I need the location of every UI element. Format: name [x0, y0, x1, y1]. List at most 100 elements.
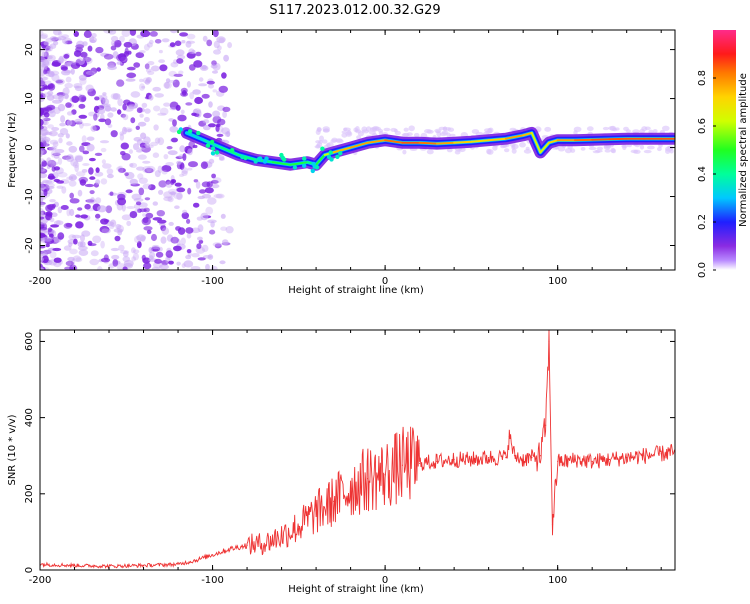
spectrogram-noise-blob: [122, 126, 127, 135]
spectrogram-noise-blob: [72, 255, 82, 262]
spectrogram-noise-blob: [68, 242, 73, 248]
spectrogram-ridge-segment: [453, 140, 473, 144]
spectrogram-noise-blob: [182, 209, 188, 214]
spectrogram-noise-blob: [73, 50, 82, 57]
spectrogram-noise-blob: [131, 256, 137, 262]
spectrogram-noise-blob: [71, 234, 81, 239]
spectrogram-noise-blob: [139, 113, 144, 118]
spectrogram-noise-blob: [70, 175, 78, 180]
spectrogram-noise-blob: [202, 35, 208, 42]
spectrogram-haze-blob: [341, 132, 348, 138]
spectrogram-noise-blob: [135, 52, 145, 59]
spectrogram-noise-blob: [126, 220, 132, 227]
spectrogram-noise-blob: [40, 267, 45, 270]
spectrogram-noise-blob: [161, 260, 169, 266]
spectrogram-noise-blob: [66, 111, 73, 116]
spectrogram-noise-blob: [75, 171, 86, 177]
spectrogram-haze-blob: [365, 126, 372, 132]
spectrogram-noise-blob: [221, 72, 227, 79]
spectrogram-noise-blob: [152, 86, 161, 92]
spectrogram-ridge-dot: [205, 143, 211, 148]
spectrogram-noise-blob: [103, 254, 109, 261]
spectrogram-haze-blob: [485, 130, 491, 134]
spectrogram-ridge-dot: [329, 157, 334, 162]
spectrogram-noise-blob: [219, 260, 226, 265]
spectrogram-noise-blob: [97, 205, 107, 213]
spectrogram-haze-blob: [604, 149, 611, 153]
spectrogram-noise-blob: [152, 152, 160, 158]
spectrogram-noise-blob: [116, 79, 125, 87]
spectrogram-noise-blob: [112, 93, 121, 100]
spectrogram-haze-blob: [402, 149, 407, 155]
spectrogram-noise-blob: [179, 32, 189, 37]
spectrogram-ridge-dot: [176, 129, 182, 135]
spectrogram-noise-blob: [163, 154, 169, 160]
spectrogram-noise-blob: [208, 83, 214, 89]
spectrogram-noise-blob: [157, 112, 167, 116]
spectrogram-noise-blob: [45, 243, 50, 248]
spectrogram-noise-blob: [40, 202, 45, 208]
spectrogram-noise-blob: [40, 94, 44, 98]
spectrogram-noise-blob: [81, 123, 92, 127]
spectrogram-noise-blob: [46, 94, 55, 101]
spectrogram-noise-blob: [173, 73, 184, 77]
spectrogram-noise-blob: [89, 258, 99, 266]
spectrogram-noise-blob: [180, 237, 186, 245]
spectrogram-noise-blob: [186, 218, 191, 224]
spectrogram-noise-blob: [210, 180, 219, 184]
spectrogram-noise-blob: [48, 110, 56, 118]
spectrogram-noise-blob: [82, 150, 90, 155]
spectrogram-noise-blob: [154, 93, 164, 98]
spectrogram-noise-blob: [148, 94, 154, 101]
spectrogram-noise-blob: [132, 252, 139, 261]
spectrogram-noise-blob: [170, 179, 175, 185]
spectrogram-noise-blob: [46, 104, 56, 110]
spectrogram-noise-blob: [183, 260, 194, 268]
spectrogram-haze-blob: [355, 126, 360, 132]
spectrogram-noise-blob: [180, 109, 185, 115]
spectrogram-ridge-dot: [214, 150, 220, 155]
spectrogram-ridge-segment: [487, 137, 507, 142]
spectrogram-noise-blob: [94, 96, 100, 101]
spectrogram-noise-blob: [195, 51, 202, 57]
spectrogram-noise-blob: [40, 149, 44, 157]
spectrogram-noise-blob: [63, 40, 68, 45]
colorbar-label: Normalized spectral amplitude: [738, 73, 749, 227]
spectrogram-noise-blob: [161, 165, 172, 172]
spectrogram-noise-blob: [107, 173, 114, 179]
spectrogram-haze-blob: [441, 130, 449, 135]
y-tick-label: 600: [24, 332, 35, 351]
colorbar: 0.0 0.2 0.4 0.6 0.8 Normalized spectral ampl…: [697, 30, 749, 278]
spectrogram-noise-blob: [63, 54, 70, 59]
spectrogram-noise-blob: [89, 190, 95, 195]
spectrogram-noise-blob: [211, 60, 217, 66]
spectrogram-noise-blob: [67, 256, 75, 262]
snr-data-point: [194, 559, 196, 562]
spectrogram-noise-blob: [110, 107, 117, 112]
spectrogram-haze-blob: [401, 133, 410, 137]
spectrogram-haze-blob: [630, 149, 639, 154]
colorbar-tick-label: 0.0: [697, 262, 708, 278]
spectrogram-noise-blob: [148, 39, 154, 45]
spectrogram-ridge-segment: [539, 141, 550, 154]
spectrogram-ridge-segment: [315, 153, 326, 166]
spectrogram-noise-blob: [222, 239, 229, 246]
spectrogram-noise-blob: [172, 119, 177, 127]
spectrogram-noise-blob: [159, 107, 169, 116]
spectrogram-noise-blob: [136, 107, 143, 114]
spectrogram-haze-blob: [622, 144, 627, 151]
spectrogram-noise-blob: [168, 188, 178, 195]
spectrogram-noise-blob: [178, 70, 184, 75]
spectrogram-noise-blob: [149, 31, 158, 37]
spectrogram-noise-blob: [205, 263, 210, 270]
spectrogram-noise-blob: [72, 161, 80, 169]
spectrogram-noise-blob: [126, 206, 136, 209]
spectrogram-noise-blob: [56, 220, 61, 226]
spectrogram-noise-blob: [101, 228, 110, 234]
x-tick-label: 100: [548, 276, 567, 287]
spectrogram-noise-blob: [211, 173, 217, 179]
spectrogram-noise-blob: [57, 232, 65, 240]
spectrogram-noise-blob: [182, 153, 187, 161]
spectrogram-noise-blob: [163, 196, 173, 202]
spectrogram-noise-blob: [104, 118, 112, 126]
